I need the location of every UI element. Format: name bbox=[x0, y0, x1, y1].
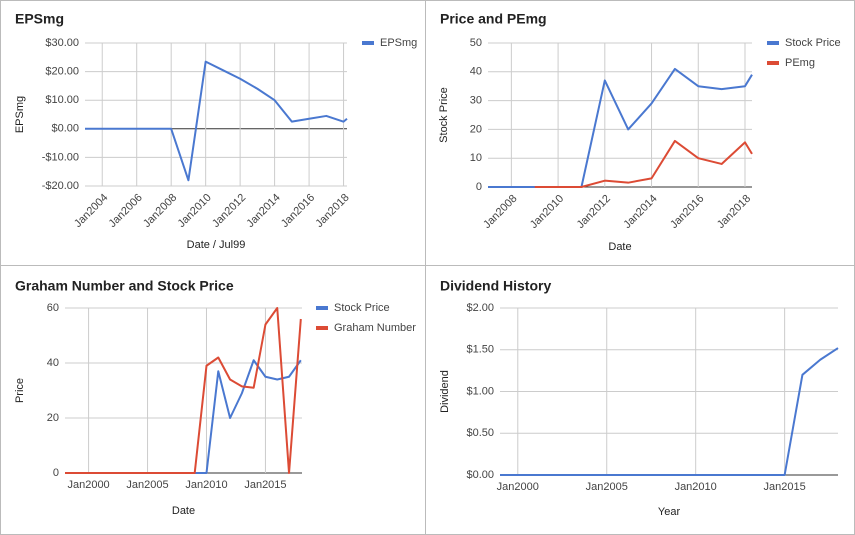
y-tick-label: $1.00 bbox=[466, 385, 494, 397]
y-tick-label: 20 bbox=[47, 412, 59, 424]
y-tick-label: -$10.00 bbox=[42, 151, 79, 163]
chart-title: Graham Number and Stock Price bbox=[15, 278, 234, 294]
x-axis-title: Date / Jul99 bbox=[187, 239, 246, 251]
x-axis-title: Date bbox=[172, 505, 195, 517]
chart-title: Price and PEmg bbox=[440, 11, 547, 27]
y-tick-label: $2.00 bbox=[466, 302, 494, 314]
legend-label: PEmg bbox=[785, 57, 815, 69]
y-tick-label: $20.00 bbox=[45, 66, 79, 78]
legend-swatch bbox=[362, 41, 374, 45]
y-tick-label: 0 bbox=[476, 181, 482, 193]
chart-title: EPSmg bbox=[15, 11, 64, 27]
y-axis-title: EPSmg bbox=[14, 96, 26, 133]
series-line bbox=[500, 347, 839, 476]
y-tick-label: 40 bbox=[470, 66, 482, 78]
y-axis-title: Dividend bbox=[439, 370, 451, 413]
legend-swatch bbox=[316, 326, 328, 330]
x-tick-label: Jan2015 bbox=[244, 479, 286, 491]
x-tick-label: Jan2005 bbox=[586, 481, 628, 493]
y-tick-label: $30.00 bbox=[45, 37, 79, 49]
x-tick-label: Jan2000 bbox=[497, 481, 539, 493]
legend-label: EPSmg bbox=[380, 37, 417, 49]
y-axis-title: Stock Price bbox=[438, 87, 450, 143]
x-tick-label: Jan2010 bbox=[185, 479, 227, 491]
y-tick-label: -$20.00 bbox=[42, 180, 79, 192]
y-tick-label: 10 bbox=[470, 152, 482, 164]
legend-swatch bbox=[767, 61, 779, 65]
x-axis-title: Date bbox=[608, 241, 631, 253]
y-tick-label: 20 bbox=[470, 123, 482, 135]
series-line bbox=[85, 60, 348, 182]
series-line bbox=[534, 139, 753, 188]
legend-label: Stock Price bbox=[785, 37, 841, 49]
x-tick-label: Jan2000 bbox=[67, 479, 109, 491]
y-tick-label: $10.00 bbox=[45, 94, 79, 106]
series-line bbox=[65, 307, 302, 474]
y-tick-label: 60 bbox=[47, 302, 59, 314]
y-tick-label: 50 bbox=[470, 37, 482, 49]
y-tick-label: $0.00 bbox=[51, 123, 79, 135]
legend-swatch bbox=[767, 41, 779, 45]
chart-title: Dividend History bbox=[440, 278, 551, 294]
x-tick-label: Jan2005 bbox=[126, 479, 168, 491]
x-tick-label: Jan2010 bbox=[675, 481, 717, 493]
y-axis-title: Price bbox=[14, 378, 26, 403]
y-tick-label: $0.50 bbox=[466, 427, 494, 439]
y-tick-label: 40 bbox=[47, 357, 59, 369]
x-tick-label: Jan2015 bbox=[764, 481, 806, 493]
y-tick-label: 30 bbox=[470, 95, 482, 107]
legend-swatch bbox=[316, 306, 328, 310]
x-axis-title: Year bbox=[658, 506, 681, 518]
legend-label: Stock Price bbox=[334, 302, 390, 314]
y-tick-label: 0 bbox=[53, 467, 59, 479]
y-tick-label: $0.00 bbox=[466, 469, 494, 481]
y-tick-label: $1.50 bbox=[466, 344, 494, 356]
legend-label: Graham Number bbox=[334, 322, 416, 334]
